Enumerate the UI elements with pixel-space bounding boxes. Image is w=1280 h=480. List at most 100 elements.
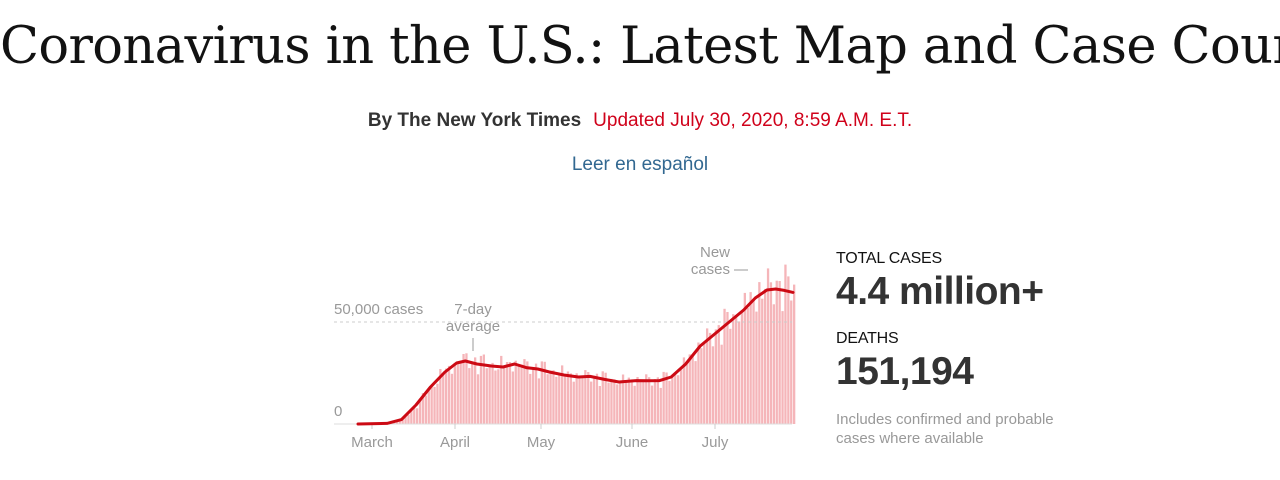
daily-cases-bar bbox=[645, 374, 648, 424]
deaths-value: 151,194 bbox=[836, 350, 974, 393]
daily-cases-bar bbox=[642, 379, 645, 424]
daily-cases-bar bbox=[497, 369, 500, 424]
daily-cases-bar bbox=[653, 379, 657, 424]
daily-cases-bar bbox=[532, 367, 535, 424]
daily-cases-bar bbox=[584, 370, 587, 424]
daily-cases-bar bbox=[752, 299, 755, 424]
daily-cases-bar bbox=[433, 386, 436, 424]
daily-cases-bar bbox=[503, 366, 506, 424]
daily-cases-bar bbox=[581, 375, 584, 424]
daily-cases-bar bbox=[711, 346, 715, 425]
daily-cases-bar bbox=[662, 371, 665, 424]
daily-cases-bar bbox=[540, 361, 543, 424]
daily-cases-bar bbox=[439, 369, 442, 424]
daily-cases-bar bbox=[398, 420, 401, 424]
x-tick-label-march: March bbox=[351, 434, 393, 451]
page-title: Coronavirus in the U.S.: Latest Map and … bbox=[0, 17, 1280, 76]
byline: By The New York Times Updated July 30, 20… bbox=[0, 107, 1280, 135]
daily-cases-bar bbox=[514, 360, 517, 424]
daily-cases-bar bbox=[746, 307, 749, 424]
daily-cases-bar bbox=[630, 379, 633, 424]
daily-cases-bar bbox=[723, 308, 726, 424]
daily-cases-bar bbox=[546, 374, 549, 424]
daily-cases-bar bbox=[407, 414, 410, 424]
daily-cases-bar bbox=[427, 390, 430, 424]
y-tick-label-50000: 50,000 cases bbox=[334, 301, 423, 318]
x-tick-label-june: June bbox=[616, 434, 649, 451]
daily-cases-bar bbox=[633, 385, 636, 424]
daily-cases-bar bbox=[720, 344, 723, 424]
daily-cases-bar bbox=[401, 419, 404, 424]
footnote: Includes confirmed and probable cases wh… bbox=[836, 411, 1054, 447]
daily-cases-bar bbox=[491, 362, 494, 424]
daily-cases-bar bbox=[523, 359, 526, 424]
daily-cases-bar bbox=[743, 292, 746, 424]
daily-cases-bar bbox=[616, 384, 619, 424]
daily-cases-bar bbox=[558, 375, 561, 424]
daily-cases-bar bbox=[726, 312, 729, 424]
daily-cases-bar bbox=[456, 363, 459, 424]
daily-cases-bar bbox=[465, 353, 468, 424]
daily-cases-bar bbox=[442, 374, 445, 424]
daily-cases-bar bbox=[679, 369, 683, 424]
updated-timestamp: Updated July 30, 2020, 8:59 A.M. E.T. bbox=[593, 110, 913, 131]
daily-cases-bar bbox=[793, 284, 796, 424]
daily-cases-bar bbox=[607, 382, 610, 424]
daily-cases-bar bbox=[619, 382, 622, 424]
daily-cases-bar bbox=[749, 292, 752, 424]
daily-cases-bar bbox=[575, 373, 578, 424]
daily-cases-bar bbox=[517, 365, 520, 424]
daily-cases-bar bbox=[572, 381, 575, 424]
daily-cases-bar bbox=[450, 373, 454, 424]
daily-cases-bar bbox=[476, 374, 480, 424]
daily-cases-bar bbox=[604, 372, 607, 424]
daily-cases-bar bbox=[685, 364, 688, 424]
daily-cases-bar bbox=[462, 354, 465, 424]
daily-cases-bar bbox=[592, 375, 596, 424]
daily-cases-bar bbox=[627, 377, 630, 424]
daily-cases-bar bbox=[505, 362, 509, 424]
daily-cases-bar bbox=[624, 381, 628, 424]
daily-cases-bar bbox=[447, 365, 451, 424]
daily-cases-bar bbox=[737, 321, 741, 424]
daily-cases-bar bbox=[590, 381, 593, 424]
daily-cases-bar bbox=[682, 357, 686, 424]
daily-cases-bar bbox=[601, 371, 604, 424]
daily-cases-bar bbox=[665, 372, 668, 424]
daily-cases-bar bbox=[694, 361, 697, 424]
daily-cases-bar bbox=[413, 406, 416, 424]
daily-cases-bar bbox=[761, 298, 764, 424]
daily-cases-bar bbox=[418, 398, 422, 424]
daily-cases-bar bbox=[453, 362, 456, 424]
daily-cases-bar bbox=[561, 365, 564, 424]
daily-cases-bar bbox=[790, 300, 793, 424]
daily-cases-bar bbox=[691, 355, 694, 424]
seven-day-average-line bbox=[356, 287, 795, 426]
spanish-link[interactable]: Leer en español bbox=[571, 154, 709, 175]
daily-cases-bar bbox=[471, 362, 474, 424]
daily-cases-bar bbox=[650, 385, 654, 424]
deaths-label: DEATHS bbox=[836, 330, 899, 347]
daily-cases-bar bbox=[621, 374, 625, 424]
byline-author: By The New York Times bbox=[367, 110, 582, 131]
daily-cases-bar bbox=[700, 348, 703, 424]
daily-cases-bar bbox=[677, 375, 680, 424]
daily-cases-bar bbox=[717, 325, 720, 424]
daily-cases-bar bbox=[648, 377, 651, 424]
daily-cases-bar bbox=[697, 342, 700, 424]
daily-cases-bar bbox=[587, 372, 590, 424]
daily-cases-bar bbox=[468, 368, 471, 424]
daily-cases-bar bbox=[520, 364, 523, 424]
daily-cases-bar bbox=[563, 375, 567, 424]
daily-cases-bars bbox=[360, 264, 796, 425]
cases-chart: 50,000 cases 0 March April May June July… bbox=[334, 244, 796, 451]
x-tick-label-may: May bbox=[527, 434, 556, 451]
daily-cases-bar bbox=[569, 373, 572, 424]
daily-cases-bar bbox=[445, 368, 448, 424]
daily-cases-bar bbox=[424, 395, 427, 424]
daily-cases-bar bbox=[549, 370, 552, 424]
daily-cases-bar bbox=[610, 378, 613, 424]
daily-cases-bar bbox=[543, 361, 546, 424]
daily-cases-bar bbox=[578, 377, 581, 424]
daily-cases-bar bbox=[566, 371, 570, 424]
